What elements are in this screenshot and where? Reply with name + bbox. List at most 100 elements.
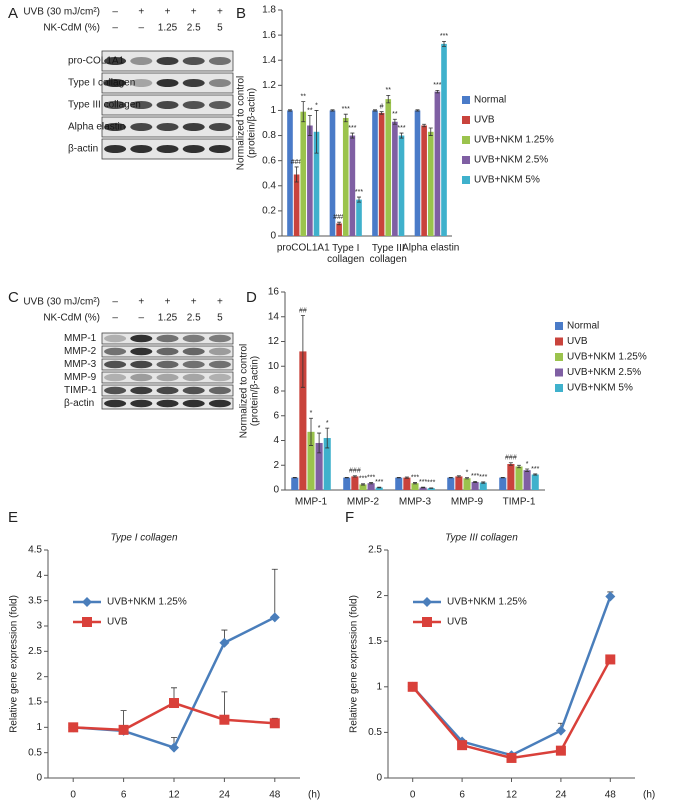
bar [342,117,349,236]
band-label: MMP-2 [64,346,97,357]
x-tick-label: 48 [269,790,281,801]
significance: * [466,469,469,476]
blot-band [156,360,179,369]
legend-label: UVB+NKM 2.5% [567,367,641,378]
blot-band [130,57,153,65]
legend-label: UVB [107,617,128,628]
bar [403,477,411,490]
significance: *** [427,480,435,487]
blot-band [208,57,231,65]
significance: *** [367,474,375,481]
bar [359,484,367,490]
lane-label: 1.25 [158,313,178,324]
blot-band [104,373,127,382]
significance: *** [359,476,367,483]
lane-label: + [138,7,144,18]
y-tick-label: 2.5 [28,646,42,657]
x-tick-label: 6 [121,790,127,801]
blot-band [182,334,205,343]
lane-label: – [112,23,118,34]
blot-band [130,347,153,356]
band-label: TIMP-1 [64,385,97,396]
y-tick-label: 0.6 [262,155,276,166]
bar [531,474,539,490]
line [411,596,612,757]
x-tick-label: MMP-1 [295,497,328,508]
y-axis-label: Normalized to control(protein/β-actin) [235,76,257,170]
x-tick-label: TIMP-1 [503,497,536,508]
marker [269,718,280,729]
legend-label: UVB+NKM 2.5% [474,155,548,166]
y-tick-label: 1 [376,681,382,692]
bar [293,174,300,236]
error-bar [415,109,420,112]
significance: ** [307,107,313,114]
y-axis-label: Relative gene expression (fold) [349,595,360,733]
blot-band [182,57,205,65]
blot-band [130,373,153,382]
bar [307,431,315,490]
marker [407,681,418,692]
band-label: β-actin [68,144,98,155]
blot-band [156,373,179,382]
error-bar [421,486,426,489]
bar [395,477,403,490]
significance: *** [479,474,487,481]
marker [269,612,280,623]
bar [287,110,293,236]
y-tick-label: 4 [36,570,42,581]
significance: *** [375,479,383,486]
legend-swatch [555,384,563,392]
marker [169,698,179,709]
blot-band [182,79,205,87]
bar [463,478,471,490]
bar [421,125,427,236]
error-bar [369,482,374,485]
significance: *** [471,473,479,480]
legend-marker [82,597,92,607]
error-bar [399,132,404,139]
error-bar [325,427,330,449]
legend-swatch [555,337,563,346]
condition-label: NK-CdM (%) [43,23,100,34]
y-tick-label: 10 [268,361,280,372]
blot-band [208,79,231,87]
blot-band [104,57,127,65]
bar [411,483,419,490]
error-bar [473,480,478,483]
significance: ### [505,455,517,462]
bar [299,351,307,490]
band-label: pro-COL1A1 [68,56,125,67]
error-bar [392,118,397,125]
error-bar [300,315,305,388]
x-tick-label: Type III collagen [370,243,407,265]
y-tick-label: 6 [273,410,279,421]
y-tick-label: 0.5 [368,727,382,738]
legend-marker [422,617,432,627]
error-bar [465,477,469,480]
bar [329,110,336,236]
x-tick-label: 0 [70,790,76,801]
y-tick-label: 1.6 [262,30,276,41]
bar [367,483,375,490]
y-tick-label: 1.8 [262,5,276,16]
lane-label: 1.25 [158,23,178,34]
x-tick-label: 24 [555,790,567,801]
bar [507,464,515,490]
significance: * [310,410,313,417]
blot-band [208,101,231,109]
y-tick-label: 0 [376,773,382,784]
blot-band [156,123,179,131]
bar [375,487,383,490]
band-label: MMP-3 [64,359,97,370]
significance: ### [349,468,361,475]
significance: ### [333,214,345,221]
y-tick-label: 2 [376,590,382,601]
legend-label: UVB [474,115,495,126]
legend-label: UVB+NKM 1.25% [107,597,187,608]
legend-label: UVB+NKM 1.25% [447,597,527,608]
x-tick-label: Alpha elastin [402,243,459,254]
y-axis-label: Relative gene expression (fold) [9,595,20,733]
bar [515,466,523,490]
